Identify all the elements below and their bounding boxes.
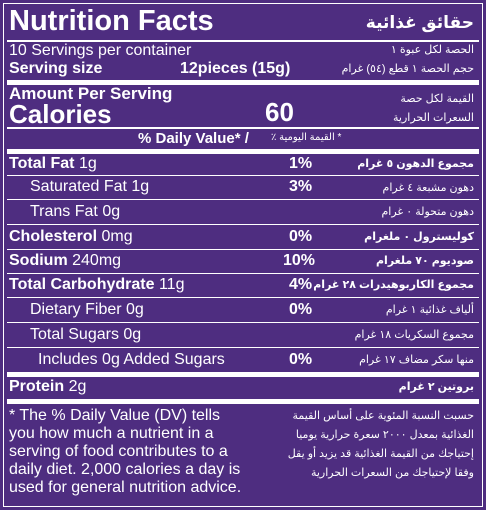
- footnote-line: used for general nutrition advice.: [9, 479, 242, 496]
- nutrient-row: Includes 0g Added Sugars: [38, 352, 225, 368]
- footnote-line: daily diet. 2,000 calories a day is: [9, 461, 241, 478]
- title-en: Nutrition Facts: [9, 5, 214, 37]
- footnote-ar-line: حسبت النسبة المئوية على أساس القيمة: [292, 410, 474, 422]
- divider: [7, 175, 479, 176]
- nutrient-ar: بروتين ٢ غرام: [398, 381, 474, 393]
- serving-size-ar: حجم الحصة ١ قطع (٥٤) غرام: [341, 63, 474, 75]
- thick-divider: [7, 372, 479, 377]
- serving-size-label: Serving size: [9, 60, 103, 77]
- nutrient-name: Protein: [9, 378, 65, 395]
- nutrient-amount: 0g: [126, 301, 144, 318]
- divider: [7, 322, 479, 323]
- nutrient-amount: 0g: [102, 203, 121, 220]
- divider: [7, 199, 479, 200]
- footnote-ar-line: إحتياجك من القيمة الغذائية قد يزيد أو يق…: [287, 448, 474, 460]
- nutrient-dv: 0%: [289, 301, 313, 318]
- nutrient-amount: 1g: [78, 155, 97, 172]
- servings-ar: الحصة لكل عبوة ١: [390, 44, 474, 56]
- nutrient-dv: 0%: [289, 228, 313, 245]
- nutrient-amount: 0g: [123, 326, 142, 343]
- nutrient-name: Saturated Fat: [30, 178, 127, 195]
- calories-ar: السعرات الحرارية: [393, 112, 474, 124]
- nutrient-amount: 1g: [131, 178, 150, 195]
- nutrient-dv: 10%: [283, 252, 316, 269]
- nutrient-row: Total Fat 1g: [9, 156, 97, 172]
- nutrient-row: Trans Fat 0g: [30, 204, 120, 220]
- nutrient-dv: 4%: [289, 276, 313, 293]
- footnote-line: * The % Daily Value (DV) tells: [9, 407, 221, 424]
- footnote-line: serving of food contributes to a: [9, 443, 228, 460]
- nutrient-row: Dietary Fiber 0g: [30, 302, 144, 318]
- calories-value: 60: [265, 97, 294, 127]
- nutrient-ar: ألياف غذائية ١ غرام: [385, 304, 474, 316]
- nutrient-amount: 0mg: [101, 228, 133, 245]
- nutrient-name: Cholesterol: [9, 228, 98, 245]
- divider: [7, 347, 479, 348]
- divider: [7, 224, 479, 225]
- nutrient-name: Total Sugars: [30, 326, 119, 343]
- divider: [7, 40, 479, 42]
- nutrient-ar: مجموع الدهون ٥ غرام: [357, 158, 474, 170]
- nutrient-ar: كوليسترول ٠ ملغرام: [364, 231, 474, 243]
- footnote-ar-line: وفقا لإحتياجك من السعرات الحرارية: [310, 467, 474, 479]
- daily-value-header-ar: * القيمة اليومية ٪: [271, 132, 342, 143]
- amount-ar: القيمة لكل حصة: [400, 93, 474, 105]
- nutrient-name: Sodium: [9, 252, 68, 269]
- nutrient-row: Protein 2g: [9, 379, 86, 395]
- amount-per-serving: Amount Per Serving: [9, 84, 173, 103]
- nutrient-dv: 0%: [289, 351, 313, 368]
- footnote-ar-line: الغذائية بمعدل ٢٠٠٠ سعرة حرارية يوميا: [295, 429, 474, 441]
- nutrient-row: Cholesterol 0mg: [9, 229, 133, 245]
- divider: [7, 273, 479, 274]
- nutrient-ar: منها سكر مضاف ١٧ غرام: [359, 354, 474, 366]
- calories-label: Calories: [9, 99, 112, 129]
- nutrient-name: Trans Fat: [30, 203, 98, 220]
- nutrient-ar: مجموع السكريات ١٨ غرام: [354, 329, 474, 341]
- nutrient-ar: مجموع الكاربوهيدرات ٢٨ غرام: [313, 279, 474, 291]
- nutrient-name: Dietary Fiber: [30, 301, 122, 318]
- divider: [7, 127, 479, 129]
- thick-divider: [7, 80, 479, 85]
- nutrient-amount: 11g: [158, 276, 185, 293]
- divider: [7, 297, 479, 298]
- nutrient-ar: دهون مشبعة ٤ غرام: [382, 182, 474, 194]
- title-ar: حقائق غذائية: [365, 13, 474, 32]
- thick-divider: [7, 399, 479, 404]
- nutrient-ar: صوديوم ٧٠ ملغرام: [375, 255, 474, 267]
- nutrient-dv: 1%: [289, 155, 313, 172]
- nutrient-row: Saturated Fat 1g: [30, 179, 149, 195]
- nutrient-dv: 3%: [289, 178, 313, 195]
- daily-value-header: % Daily Value* /: [138, 130, 249, 147]
- nutrient-name: Total Fat: [9, 155, 75, 172]
- serving-size-value: 12pieces (15g): [180, 60, 291, 77]
- nutrient-name: Total Carbohydrate: [9, 276, 155, 293]
- nutrient-ar: دهون متحولة ٠ غرام: [381, 206, 475, 218]
- servings-per-container: 10 Servings per container: [9, 42, 192, 59]
- nutrient-amount: 2g: [68, 378, 87, 395]
- nutrient-name: Includes 0g Added Sugars: [38, 351, 225, 368]
- nutrition-facts-label: Nutrition Facts حقائق غذائية 10 Servings…: [3, 3, 483, 507]
- nutrient-row: Total Sugars 0g: [30, 327, 141, 343]
- divider: [7, 249, 479, 250]
- nutrient-amount: 240mg: [72, 252, 122, 269]
- nutrient-row: Total Carbohydrate 11g: [9, 277, 184, 293]
- thick-divider: [7, 149, 479, 154]
- footnote-line: you how much a nutrient in a: [9, 425, 214, 442]
- nutrient-row: Sodium 240mg: [9, 253, 121, 269]
